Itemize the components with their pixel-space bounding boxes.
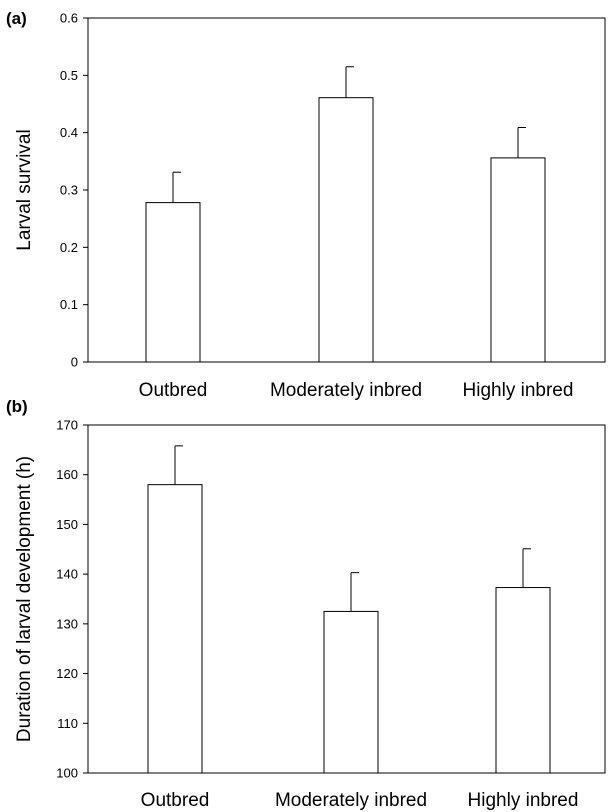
- bar: [323, 610, 379, 774]
- bar: [318, 97, 374, 363]
- y-tick-label: 0.4: [60, 125, 78, 140]
- y-tick-label: 0.1: [60, 297, 78, 312]
- y-tick-label: 170: [56, 418, 78, 433]
- y-tick-label: 110: [57, 716, 78, 731]
- y-tick-label: 130: [56, 616, 78, 631]
- y-tick-label: 0.3: [60, 183, 78, 198]
- bar: [147, 484, 203, 774]
- bar: [490, 157, 546, 363]
- panel-a: 0 0.1 0.2 0.3 0.4 0.5 0.6 Outbred Moderately inb…: [6, 9, 606, 401]
- panel-b: 100 110 120 130 140 150 160 170 Outbred Moderatel…: [6, 397, 606, 811]
- x-category-label: Highly inbred: [468, 790, 579, 811]
- y-axis-label: Larval survival: [14, 129, 35, 250]
- y-tick-label: 160: [56, 467, 78, 482]
- y-tick-label: 0.6: [60, 11, 78, 26]
- bar: [145, 202, 201, 363]
- y-tick-label: 150: [56, 517, 78, 532]
- x-category-label: Outbred: [141, 790, 210, 811]
- x-category-label: Moderately inbred: [275, 790, 427, 811]
- y-tick-label: 100: [56, 766, 78, 781]
- y-tick-label: 0.2: [60, 240, 78, 255]
- panel-label: (b): [6, 397, 28, 416]
- panel-label: (a): [6, 9, 27, 28]
- y-tick-label: 0: [71, 355, 78, 370]
- y-tick-label: 140: [56, 567, 78, 582]
- bar: [495, 587, 551, 774]
- x-category-label: Moderately inbred: [270, 380, 422, 401]
- y-tick-label: 120: [56, 666, 78, 681]
- x-category-label: Highly inbred: [463, 380, 574, 401]
- y-tick-label: 0.5: [60, 68, 78, 83]
- x-category-label: Outbred: [139, 380, 208, 401]
- y-axis-label: Duration of larval development (h): [14, 456, 35, 742]
